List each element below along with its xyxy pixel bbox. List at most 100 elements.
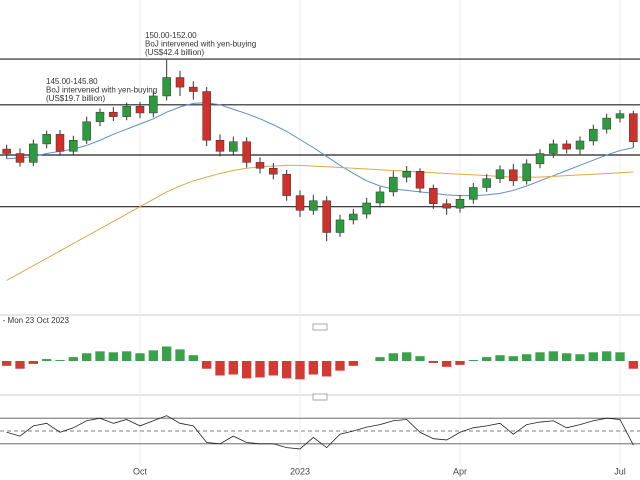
x-tick-label: Apr [453,466,467,476]
candle-body [549,143,558,154]
annotation: (US$42.4 billion) [145,48,204,57]
candle-body [69,139,78,152]
x-tick-label: 2023 [290,466,310,476]
macd-bar [308,361,318,375]
macd-bar [95,351,105,361]
candle-body [135,106,145,114]
candle-body [535,153,545,165]
macd-bar [615,352,625,361]
subtitle: 2 - Mon 23 Oct 2023 [0,316,69,325]
annotation: BoJ intervened with yen-buying [46,85,157,94]
candle-body [482,178,491,188]
candle-body [269,168,278,175]
candle-body [415,170,425,189]
candle-body [29,143,38,163]
candle-body [82,121,91,141]
candle-body [202,91,211,141]
candle-body [162,77,171,97]
candle-body [95,111,105,123]
candle-body [362,202,371,215]
macd-bar [495,355,505,361]
candle-body [255,162,265,169]
macd-bar [42,359,52,361]
candle-body [322,200,331,233]
macd-bar [282,361,292,379]
macd-bar [28,361,38,364]
macd-bar [135,353,145,361]
candle-body [295,195,305,211]
annotation: BoJ intervened with yen-buying [145,40,256,49]
candle-body [389,176,398,193]
candle-body [335,219,345,233]
candle-body [402,170,411,178]
macd-bar [122,351,132,361]
candle-body [215,139,225,152]
x-tick-label: Jul [614,466,626,476]
candle-body [149,95,158,114]
macd-bar [268,361,278,376]
macd-bar [188,355,198,361]
macd-bar [108,352,118,361]
macd-bar [215,361,225,376]
macd-bar [628,361,638,369]
macd-bar [482,357,492,361]
macd-bar [2,361,12,366]
macd-bar [415,356,425,361]
candle-body [615,113,625,119]
macd-bar [548,351,558,361]
macd-bar [322,361,332,377]
candle-body [242,141,251,163]
x-tick-label: Oct [133,466,148,476]
candle-body [429,187,438,204]
macd-bar [162,346,172,361]
candle-body [55,134,65,152]
macd-bar [588,352,598,361]
macd-bar [442,361,452,367]
candle-body [495,169,505,179]
macd-bar [68,357,78,361]
macd-bar [455,361,465,365]
moving-average [6,102,634,197]
macd-bar [55,360,65,361]
panel-handle[interactable] [312,323,328,331]
macd-bar [148,350,158,361]
candle-body [602,117,611,130]
candle-body [42,134,51,145]
macd-bar [402,352,412,361]
macd-bar [602,351,612,361]
candle-body [229,141,238,152]
candle-body [509,169,518,182]
candle-body [349,213,358,221]
candle-body [375,191,385,204]
macd-bar [522,354,532,361]
macd-bar [535,352,545,361]
macd-bar [228,361,238,375]
macd-bar [348,361,358,366]
macd-bar [295,361,305,380]
macd-bar [242,361,252,379]
macd-bar [82,353,92,361]
candle-body [309,200,318,211]
candle-body [589,128,598,142]
candle-body [2,148,11,154]
macd-bar [15,361,25,369]
macd-bar [255,361,265,378]
candle-body [175,77,185,88]
candle-body [469,187,478,200]
candle-body [455,199,465,209]
macd-bar [575,354,585,361]
candle-body [282,173,291,196]
candle-body [109,111,118,117]
panel-handle[interactable] [312,393,328,401]
macd-bar [388,353,398,361]
candle-body [442,203,451,209]
macd-bar [202,361,212,369]
candle-body [575,140,585,150]
annotation: (US$19.7 billion) [46,94,105,103]
macd-bar [375,357,385,361]
candle-body [562,143,571,150]
annotation: 145.00-145.80 [46,77,98,86]
macd-bar [175,349,185,361]
macd-bar [562,353,572,361]
